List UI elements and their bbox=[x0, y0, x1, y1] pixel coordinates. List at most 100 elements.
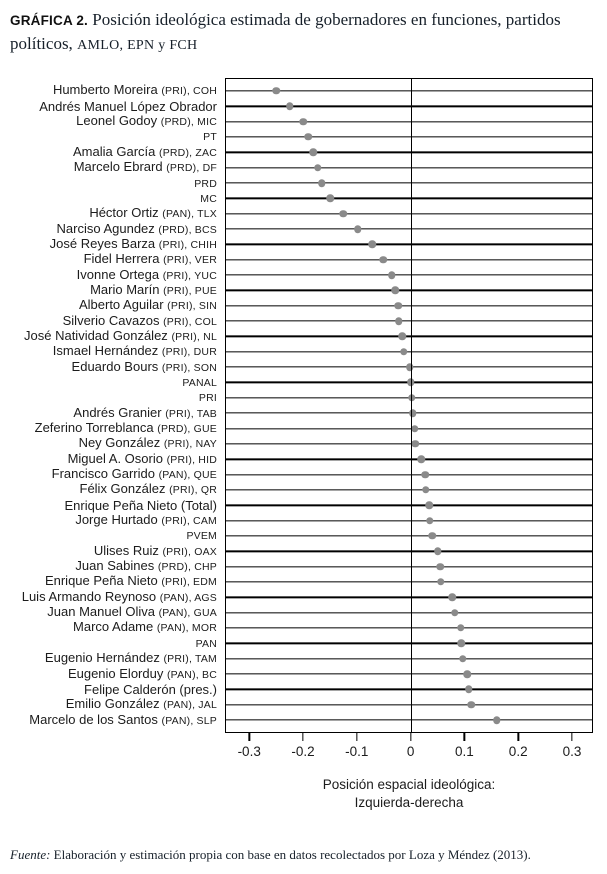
x-tick-mark: 0.3 bbox=[563, 733, 581, 759]
row-grid-line bbox=[225, 320, 593, 322]
row-label-name: Luis Armando Reynoso bbox=[21, 588, 157, 604]
row-label-name: Humberto Moreira bbox=[52, 82, 158, 98]
row-label: Jorge Hurtado (PRI), CAM bbox=[0, 512, 225, 529]
row-grid-line bbox=[225, 596, 593, 598]
row-label-detail: (PRI), SIN bbox=[167, 300, 217, 313]
data-point-dot bbox=[391, 286, 399, 295]
row-label-detail: (PRD), DF bbox=[166, 162, 217, 175]
data-point-dot bbox=[272, 87, 280, 95]
x-tick-mark: 0.2 bbox=[509, 733, 528, 759]
row-label-name: Félix González bbox=[79, 481, 166, 497]
row-grid-line bbox=[225, 274, 593, 276]
row-label-name: Héctor Ortiz bbox=[89, 205, 159, 221]
row-label-detail: PANAL bbox=[182, 376, 217, 389]
row-label-detail: (PAN), MOR bbox=[156, 622, 217, 635]
row-label-detail: (PRI), PUE bbox=[163, 284, 217, 297]
row-grid-line bbox=[225, 120, 593, 123]
row-track bbox=[225, 129, 593, 144]
row-grid-line bbox=[225, 642, 593, 644]
x-tick-mark: 0 bbox=[407, 733, 414, 759]
row-grid-line bbox=[225, 704, 593, 706]
row-label: Fidel Herrera (PRI), VER bbox=[0, 251, 225, 268]
chart-row: Marcelo Ebrard (PRD), DF bbox=[0, 159, 593, 175]
row-label-name: Juan Manuel Oliva bbox=[47, 604, 155, 620]
row-label-detail: (PRI), YUC bbox=[162, 269, 217, 282]
row-label: Felipe Calderón (pres.) bbox=[0, 682, 225, 697]
data-point-dot bbox=[409, 409, 417, 417]
chart-row: Zeferino Torreblanca (PRD), GUE bbox=[0, 420, 593, 436]
row-label-name: Fidel Herrera bbox=[83, 251, 160, 267]
row-label-name: Miguel A. Osorio bbox=[67, 450, 163, 466]
chart-row: PT bbox=[0, 129, 593, 144]
data-point-dot bbox=[457, 639, 465, 648]
row-label-detail: (PAN), AGS bbox=[159, 591, 217, 604]
row-grid-line bbox=[225, 151, 593, 153]
row-label-detail: (PRI), NAY bbox=[163, 438, 217, 451]
data-point-dot bbox=[388, 271, 396, 279]
source-text: Elaboración y estimación propia con base… bbox=[50, 847, 531, 862]
chart-title-label: GRÁFICA 2. bbox=[10, 13, 89, 28]
row-label-detail: (PRI), QR bbox=[169, 484, 217, 497]
chart-row: Silverio Cavazos (PRI), COL bbox=[0, 313, 593, 328]
row-label-name: Emilio González bbox=[65, 696, 160, 712]
row-label-name: Ivonne Ortega bbox=[76, 266, 160, 282]
row-track bbox=[225, 283, 593, 298]
row-grid-line bbox=[225, 565, 593, 568]
row-grid-line bbox=[225, 305, 593, 307]
row-label-name: Narciso Agundez bbox=[56, 220, 155, 236]
row-grid-line bbox=[225, 289, 593, 292]
chart-row: PAN bbox=[0, 636, 593, 651]
x-tick-label: -0.1 bbox=[345, 744, 369, 759]
row-label: Narciso Agundez (PRD), BCS bbox=[0, 221, 225, 238]
row-label: Mario Marín (PRI), PUE bbox=[0, 282, 225, 299]
row-label-detail: (PRI), CHIH bbox=[158, 238, 217, 251]
row-label: PRD bbox=[0, 175, 225, 192]
chart-row: Luis Armando Reynoso (PAN), AGS bbox=[0, 588, 593, 605]
data-point-dot bbox=[318, 179, 326, 187]
row-label-name: Zeferino Torreblanca bbox=[34, 420, 154, 436]
x-tick-mark: -0.1 bbox=[345, 733, 368, 759]
data-point-dot bbox=[379, 255, 387, 264]
data-point-dot bbox=[304, 133, 313, 141]
row-label-name: Mario Marín bbox=[90, 281, 160, 297]
chart-row: Miguel A. Osorio (PRI), HID bbox=[0, 450, 593, 467]
row-label: Amalia García (PRD), ZAC bbox=[0, 144, 225, 161]
row-label: Marco Adame (PAN), MOR bbox=[0, 619, 225, 636]
chart-row: Ismael Hernández (PRI), DUR bbox=[0, 343, 593, 360]
row-label: Silverio Cavazos (PRI), COL bbox=[0, 313, 225, 330]
row-track bbox=[225, 452, 593, 467]
row-label-name: Marcelo de los Santos bbox=[29, 711, 158, 727]
row-track bbox=[225, 313, 593, 328]
row-label-name: Francisco Garrido bbox=[51, 466, 155, 482]
data-point-dot bbox=[436, 562, 444, 571]
data-point-dot bbox=[421, 486, 430, 494]
data-point-dot bbox=[467, 700, 476, 709]
row-label-detail: (PRI), EDM bbox=[161, 576, 217, 589]
chart-row: Eugenio Hernández (PRI), TAM bbox=[0, 650, 593, 666]
row-track bbox=[225, 528, 593, 543]
row-label-detail: (PAN), SLP bbox=[161, 714, 217, 727]
row-label-detail: (PRD), MIC bbox=[160, 116, 217, 129]
row-label-detail: PRD bbox=[194, 177, 217, 190]
row-label: Ivonne Ortega (PRI), YUC bbox=[0, 267, 225, 284]
row-label-name: Silverio Cavazos bbox=[62, 312, 160, 328]
x-tick-label: 0.1 bbox=[455, 744, 474, 759]
row-label-name: Eugenio Hernández bbox=[44, 650, 160, 666]
row-track bbox=[225, 145, 593, 160]
row-grid-line bbox=[225, 90, 593, 92]
row-label-name: Alberto Aguilar bbox=[78, 297, 164, 313]
row-label: Ney González (PRI), NAY bbox=[0, 435, 225, 452]
row-label-detail: (PRD), ZAC bbox=[159, 146, 217, 159]
dot-plot-chart: Humberto Moreira (PRI), COH Andrés Manuel… bbox=[0, 78, 593, 810]
data-point-dot bbox=[313, 163, 322, 172]
row-label-detail: (PAN), BC bbox=[166, 668, 217, 681]
row-track bbox=[225, 482, 593, 497]
data-point-dot bbox=[399, 348, 408, 356]
row-label-detail: (PRI), HID bbox=[166, 453, 217, 466]
row-label-name: Amalia García bbox=[73, 143, 156, 159]
zero-reference-line bbox=[410, 78, 413, 733]
row-label: Ismael Hernández (PRI), DUR bbox=[0, 343, 225, 360]
data-point-dot bbox=[492, 716, 501, 724]
chart-row: Fidel Herrera (PRI), VER bbox=[0, 251, 593, 268]
row-grid-line bbox=[225, 581, 593, 583]
